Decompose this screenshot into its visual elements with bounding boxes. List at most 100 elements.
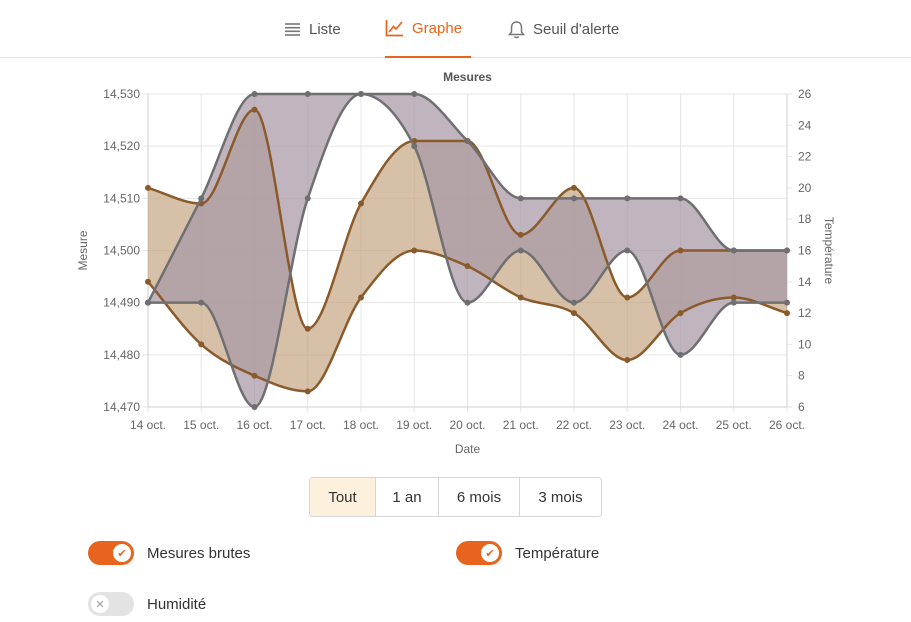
tab-label: Liste: [309, 20, 341, 38]
temperature-lower-point: [784, 310, 790, 317]
bell-icon: [508, 20, 525, 38]
mesures-lower-point: [730, 299, 737, 306]
temperature-upper-point: [571, 184, 577, 191]
mesures-lower-point: [411, 143, 418, 150]
mesures-upper-point: [517, 195, 524, 202]
temperature-lower-point: [411, 247, 418, 254]
temperature-lower-point: [571, 310, 577, 317]
temperature-lower-point: [677, 310, 684, 317]
x-tick-label: 23 oct.: [609, 418, 645, 432]
y-right-tick-label: 16: [798, 244, 812, 258]
time-range-selector: Tout 1 an 6 mois 3 mois: [309, 477, 602, 517]
y-left-tick-label: 14,470: [103, 400, 140, 414]
toggle-label: Humidité: [147, 595, 207, 613]
range-3-mois-button[interactable]: 3 mois: [520, 478, 601, 516]
range-1-an-button[interactable]: 1 an: [376, 478, 439, 516]
range-tout-button[interactable]: Tout: [310, 478, 376, 516]
temperature-lower-point: [464, 263, 471, 270]
temperature-lower-point: [145, 278, 151, 285]
mesures-upper-point: [251, 91, 258, 97]
x-tick-label: 17 oct.: [290, 418, 326, 432]
y-right-tick-label: 24: [798, 118, 812, 132]
temperature-upper-point: [624, 294, 631, 301]
close-icon: ✕: [91, 595, 109, 613]
y-left-tick-label: 14,500: [103, 244, 140, 258]
check-icon: ✔: [113, 544, 131, 562]
mesures-upper-point: [784, 247, 790, 254]
toggle-mesures-brutes: ✔ Mesures brutes: [88, 541, 250, 565]
chart-line-icon: [385, 20, 403, 37]
mesures-lower-point: [784, 299, 790, 306]
y-right-tick-label: 26: [798, 87, 812, 101]
tab-seuil-alerte[interactable]: Seuil d'alerte: [508, 0, 619, 58]
x-tick-label: 14 oct.: [130, 418, 166, 432]
tab-liste[interactable]: Liste: [284, 0, 341, 58]
mesures-brutes-switch[interactable]: ✔: [88, 541, 134, 565]
mesures-upper-point: [571, 195, 577, 202]
toggle-label: Mesures brutes: [147, 544, 251, 562]
y-right-tick-label: 12: [798, 306, 812, 320]
mesures-upper-point: [730, 247, 737, 254]
temperature-upper-point: [251, 106, 258, 113]
mesures-lower-point: [517, 247, 524, 254]
list-icon: [285, 22, 300, 36]
check-icon: ✔: [481, 544, 499, 562]
toggle-label: Température: [515, 544, 600, 562]
tab-graphe[interactable]: Graphe: [385, 0, 471, 58]
mesures-upper-point: [464, 137, 471, 144]
y-left-tick-label: 14,510: [103, 191, 140, 205]
temperature-upper-point: [677, 247, 684, 254]
temperature-lower-point: [730, 294, 737, 301]
mesures-upper-point: [304, 91, 311, 97]
x-tick-label: 24 oct.: [662, 418, 698, 432]
mesures-chart: 14,470 14,480 14,490 14,500 14,510 14,520 14,5…: [76, 70, 836, 456]
chart-title: Mesures: [443, 70, 492, 84]
mesures-lower-point: [251, 404, 258, 410]
x-tick-label: 16 oct.: [236, 418, 272, 432]
range-6-mois-button[interactable]: 6 mois: [439, 478, 520, 516]
y-left-tick-label: 14,530: [103, 87, 140, 101]
mesures-lower-point: [677, 351, 684, 358]
temperature-lower-point: [198, 341, 205, 348]
temperature-upper-point: [304, 325, 311, 332]
x-tick-label: 22 oct.: [556, 418, 592, 432]
mesures-upper-point: [677, 195, 684, 202]
y-left-tick-label: 14,520: [103, 139, 140, 153]
temperature-lower-point: [358, 294, 364, 301]
y-right-tick-label: 18: [798, 212, 812, 226]
y-right-tick-label: 8: [798, 369, 805, 383]
x-tick-label: 26 oct.: [769, 418, 805, 432]
mesures-lower-point: [464, 299, 471, 306]
tab-label: Graphe: [412, 19, 463, 37]
y-right-tick-label: 10: [798, 337, 812, 351]
temperature-upper-point: [517, 231, 524, 238]
y-right-tick-label: 20: [798, 181, 812, 195]
x-tick-label: 18 oct.: [343, 418, 379, 432]
temperature-lower-point: [251, 372, 258, 379]
temperature-switch[interactable]: ✔: [456, 541, 502, 565]
x-axis-title: Date: [455, 442, 481, 456]
temperature-lower-point: [517, 294, 524, 301]
y-right-tick-label: 22: [798, 150, 812, 164]
mesures-upper-point: [411, 91, 418, 97]
mesures-lower-point: [624, 247, 631, 254]
mesures-lower-line: [148, 92, 787, 409]
y-right-tick-label: 14: [798, 275, 812, 289]
y-left-tick-label: 14,480: [103, 348, 140, 362]
mesures-lower-point: [358, 91, 364, 97]
x-tick-label: 21 oct.: [503, 418, 539, 432]
humidite-switch[interactable]: ✕: [88, 592, 134, 616]
temperature-upper-point: [358, 200, 364, 207]
temperature-lower-point: [624, 357, 631, 364]
y-right-tick-label: 6: [798, 400, 805, 414]
mesures-lower-point: [571, 299, 577, 306]
x-tick-label: 25 oct.: [716, 418, 752, 432]
y-right-axis-title: Température: [822, 217, 836, 285]
mesures-upper-point: [624, 195, 631, 202]
mesures-lower-point: [145, 299, 151, 306]
mesures-lower-point: [198, 299, 205, 306]
temperature-lower-point: [304, 388, 311, 395]
x-tick-label: 19 oct.: [396, 418, 432, 432]
mesures-band-area: [148, 94, 787, 407]
tab-bar: Liste Graphe Seuil d'alerte: [0, 0, 911, 58]
